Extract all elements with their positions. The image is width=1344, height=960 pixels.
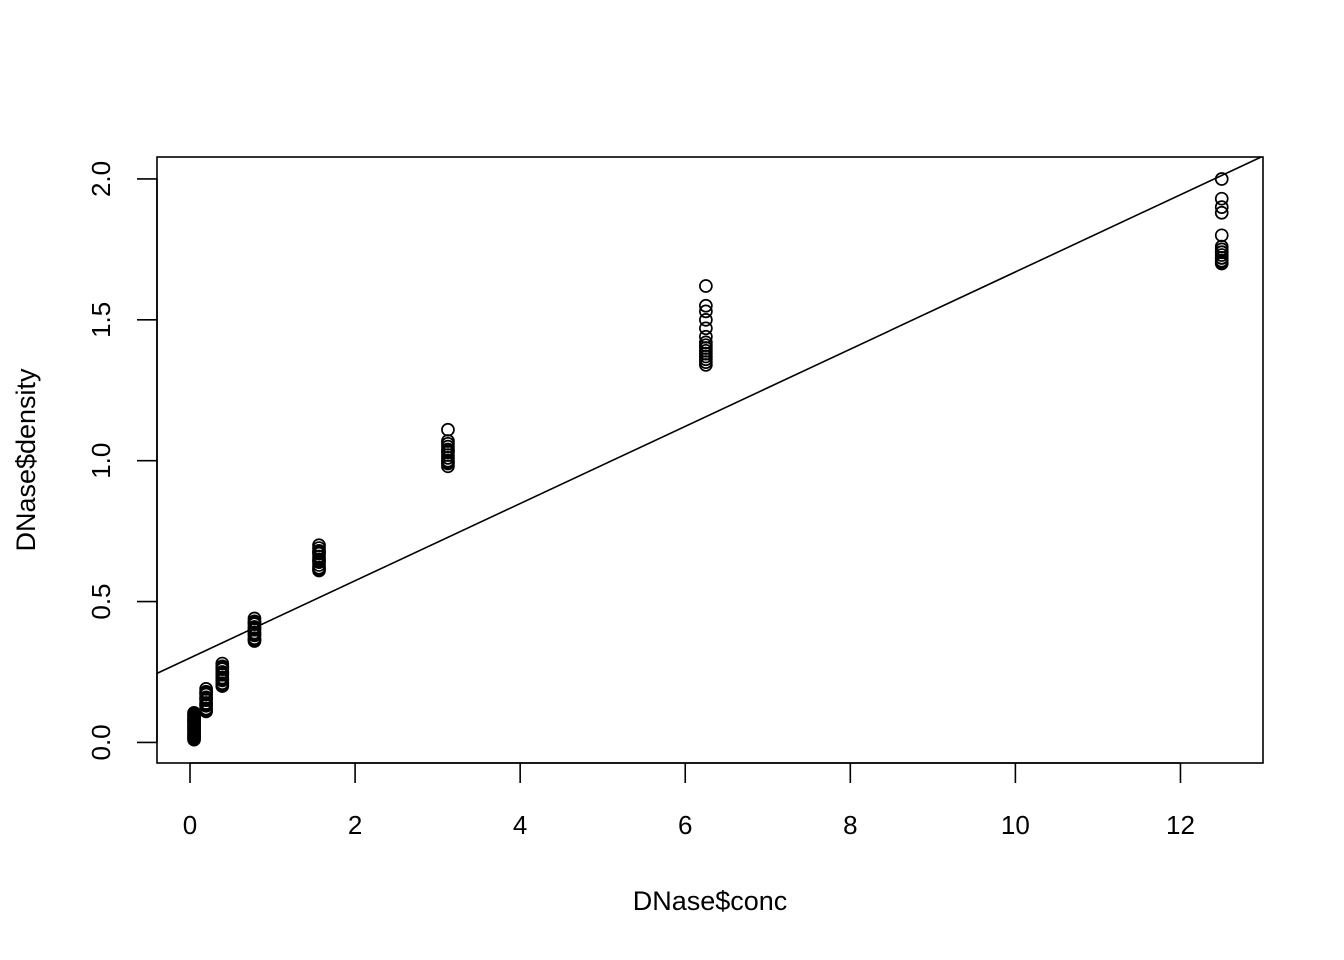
data-points [187,172,1229,747]
x-axis: 0 2 4 6 8 10 12 [183,762,1195,840]
data-point [1214,228,1229,243]
data-point [1214,205,1229,220]
x-tick-label: 8 [843,810,857,840]
data-point [1214,255,1229,269]
y-axis-label: DNase$density [11,368,41,552]
data-point [215,660,230,675]
data-point [215,656,230,671]
x-tick-label: 10 [1001,810,1030,840]
data-point [699,312,713,327]
y-tick-label: 1.0 [86,443,116,479]
y-tick-label: 1.5 [86,302,116,338]
x-tick-label: 6 [678,810,692,840]
data-point [187,729,201,744]
data-point [247,615,262,630]
regression-line [156,156,1262,675]
data-point [312,538,326,553]
data-point [247,611,262,626]
data-point [247,621,262,636]
data-point [312,545,326,560]
x-tick-label: 12 [1166,810,1195,840]
data-point [699,321,713,336]
data-point [1214,251,1229,265]
y-tick-label: 2.0 [86,161,116,197]
data-point [699,279,713,293]
x-axis-label: DNase$conc [633,886,788,916]
plot-frame [156,156,1264,764]
data-point [199,691,213,706]
data-point [312,553,326,568]
data-point [699,298,713,313]
data-point [1214,245,1229,260]
x-tick-label: 0 [183,810,197,840]
data-point [312,562,326,577]
x-tick-label: 2 [348,810,362,840]
data-point [699,304,713,319]
data-point [187,713,201,727]
data-point [441,443,455,458]
data-point [215,666,230,681]
data-point [441,422,455,437]
data-point [699,335,713,350]
data-point [1214,200,1229,214]
data-point [199,686,213,700]
y-axis: 0.0 0.5 1.0 1.5 2.0 [86,161,158,761]
data-point [199,682,213,696]
data-point [699,329,713,344]
y-tick-label: 0.5 [86,583,116,619]
y-tick-label: 0.0 [86,724,116,760]
data-point [1214,191,1229,206]
x-tick-label: 4 [513,810,527,840]
